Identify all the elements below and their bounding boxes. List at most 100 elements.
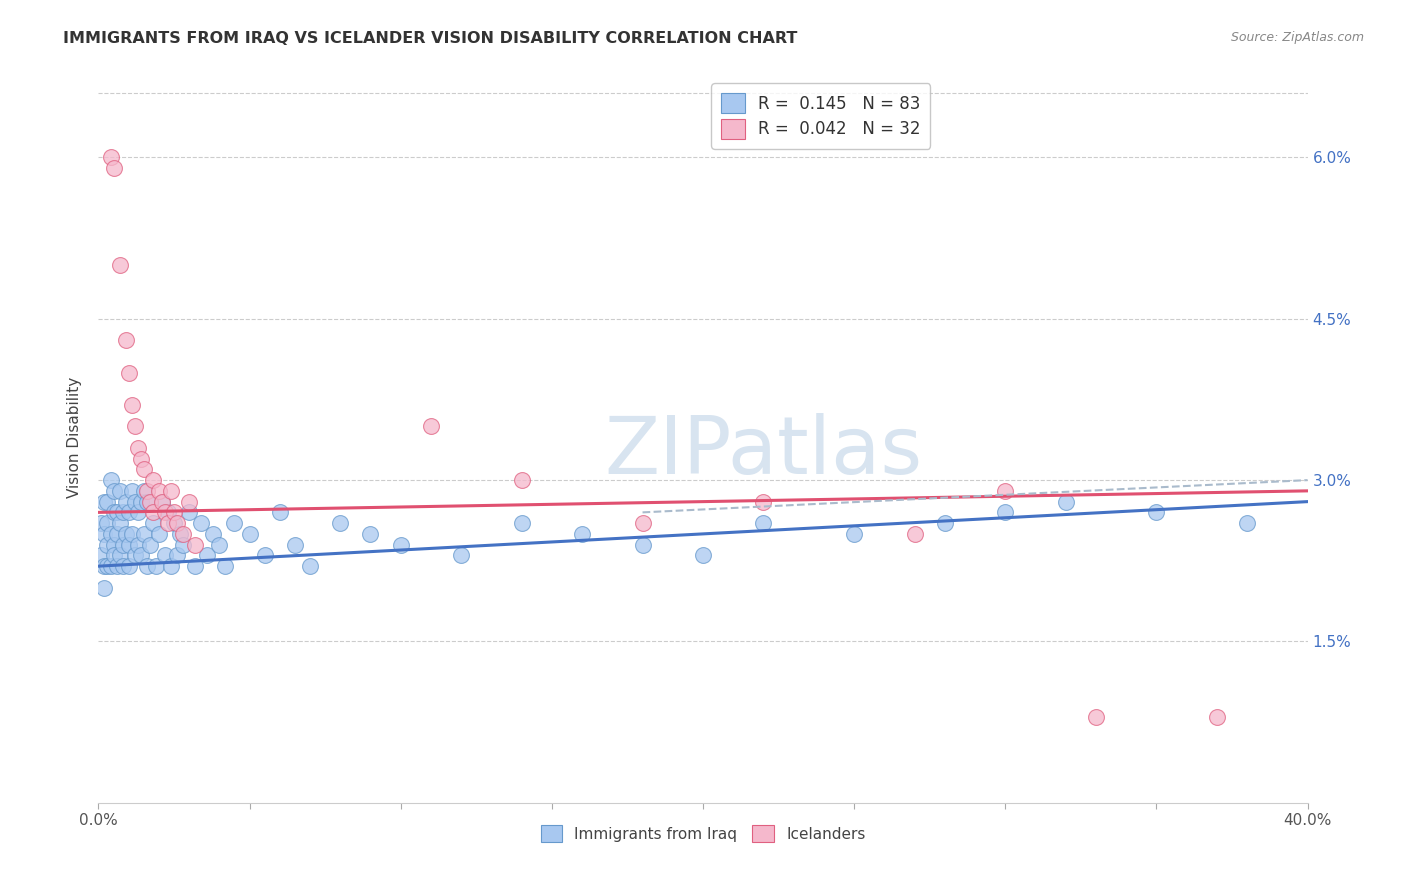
Point (148, 483, 170, 498)
Legend: Immigrants from Iraq, Icelanders: Immigrants from Iraq, Icelanders (533, 817, 873, 850)
Point (114, 333, 136, 347)
Point (100, 559, 122, 574)
Point (571, 527, 593, 541)
Point (208, 538, 231, 552)
Point (202, 527, 225, 541)
Point (100, 527, 122, 541)
Point (169, 527, 191, 541)
Point (139, 538, 162, 552)
Point (150, 494, 173, 508)
Point (329, 516, 352, 530)
Point (124, 549, 146, 563)
Point (127, 538, 149, 552)
Point (160, 483, 183, 498)
Point (96, 516, 118, 530)
Point (111, 505, 134, 519)
Point (752, 494, 775, 508)
Point (994, 483, 1017, 498)
Point (994, 505, 1017, 519)
Point (145, 559, 167, 574)
Point (160, 559, 183, 574)
Point (510, 473, 533, 487)
Point (100, 473, 122, 487)
Point (166, 516, 188, 530)
Text: IMMIGRANTS FROM IRAQ VS ICELANDER VISION DISABILITY CORRELATION CHART: IMMIGRANTS FROM IRAQ VS ICELANDER VISION… (63, 31, 797, 46)
Point (127, 505, 149, 519)
Point (153, 505, 176, 519)
Point (142, 473, 165, 487)
Point (163, 505, 186, 519)
Point (239, 527, 262, 541)
Point (124, 419, 146, 434)
Point (105, 505, 128, 519)
Point (450, 549, 472, 563)
Point (105, 559, 128, 574)
Point (96, 538, 118, 552)
Point (103, 483, 125, 498)
Point (224, 516, 246, 530)
Point (121, 398, 143, 412)
Point (1054, 494, 1077, 508)
Point (172, 527, 194, 541)
Point (156, 516, 179, 530)
Point (179, 505, 201, 519)
Point (195, 549, 218, 563)
Point (135, 559, 157, 574)
Point (118, 366, 141, 380)
Point (284, 538, 307, 552)
Point (139, 494, 162, 508)
Point (103, 505, 125, 519)
Point (166, 549, 188, 563)
Point (90, 516, 112, 530)
Point (96, 494, 118, 508)
Point (121, 527, 143, 541)
Point (90, 549, 112, 563)
Point (150, 494, 173, 508)
Point (1206, 710, 1229, 724)
Point (360, 527, 382, 541)
Point (142, 505, 165, 519)
Point (132, 462, 155, 476)
Point (184, 538, 207, 552)
Point (510, 516, 533, 530)
Point (269, 505, 291, 519)
Point (214, 559, 236, 574)
Point (93, 494, 115, 508)
Point (108, 516, 131, 530)
Point (108, 483, 131, 498)
Y-axis label: Vision Disability: Vision Disability (67, 376, 83, 498)
Point (129, 549, 152, 563)
Point (121, 483, 143, 498)
Point (1144, 505, 1167, 519)
Point (692, 549, 714, 563)
Point (1236, 516, 1258, 530)
Point (190, 516, 212, 530)
Point (93, 527, 115, 541)
Text: Source: ZipAtlas.com: Source: ZipAtlas.com (1230, 31, 1364, 45)
Point (103, 549, 125, 563)
Point (129, 451, 152, 466)
Point (111, 559, 134, 574)
Point (93, 581, 115, 595)
Point (118, 505, 141, 519)
Point (93, 559, 115, 574)
Point (299, 559, 322, 574)
Point (148, 527, 170, 541)
Point (631, 538, 654, 552)
Point (163, 516, 186, 530)
Point (420, 419, 443, 434)
Point (172, 538, 194, 552)
Point (100, 150, 122, 164)
Point (129, 494, 152, 508)
Point (631, 516, 654, 530)
Point (124, 494, 146, 508)
Point (108, 258, 131, 272)
Point (153, 549, 176, 563)
Point (253, 549, 276, 563)
Point (752, 516, 775, 530)
Point (114, 494, 136, 508)
Point (111, 538, 134, 552)
Point (142, 516, 165, 530)
Point (114, 527, 136, 541)
Point (156, 505, 179, 519)
